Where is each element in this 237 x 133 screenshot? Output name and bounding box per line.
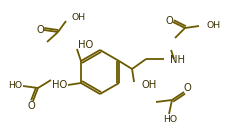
Text: HO: HO [8, 82, 22, 90]
Text: O: O [36, 25, 44, 35]
Text: O: O [183, 83, 191, 93]
Text: OH: OH [141, 80, 156, 90]
Text: O: O [165, 16, 173, 26]
Text: OH: OH [207, 22, 221, 30]
Text: OH: OH [72, 14, 86, 22]
Text: O: O [27, 101, 35, 111]
Text: HO: HO [52, 80, 68, 90]
Text: HO: HO [78, 40, 94, 50]
Text: HO: HO [163, 115, 177, 124]
Text: NH: NH [170, 55, 185, 65]
